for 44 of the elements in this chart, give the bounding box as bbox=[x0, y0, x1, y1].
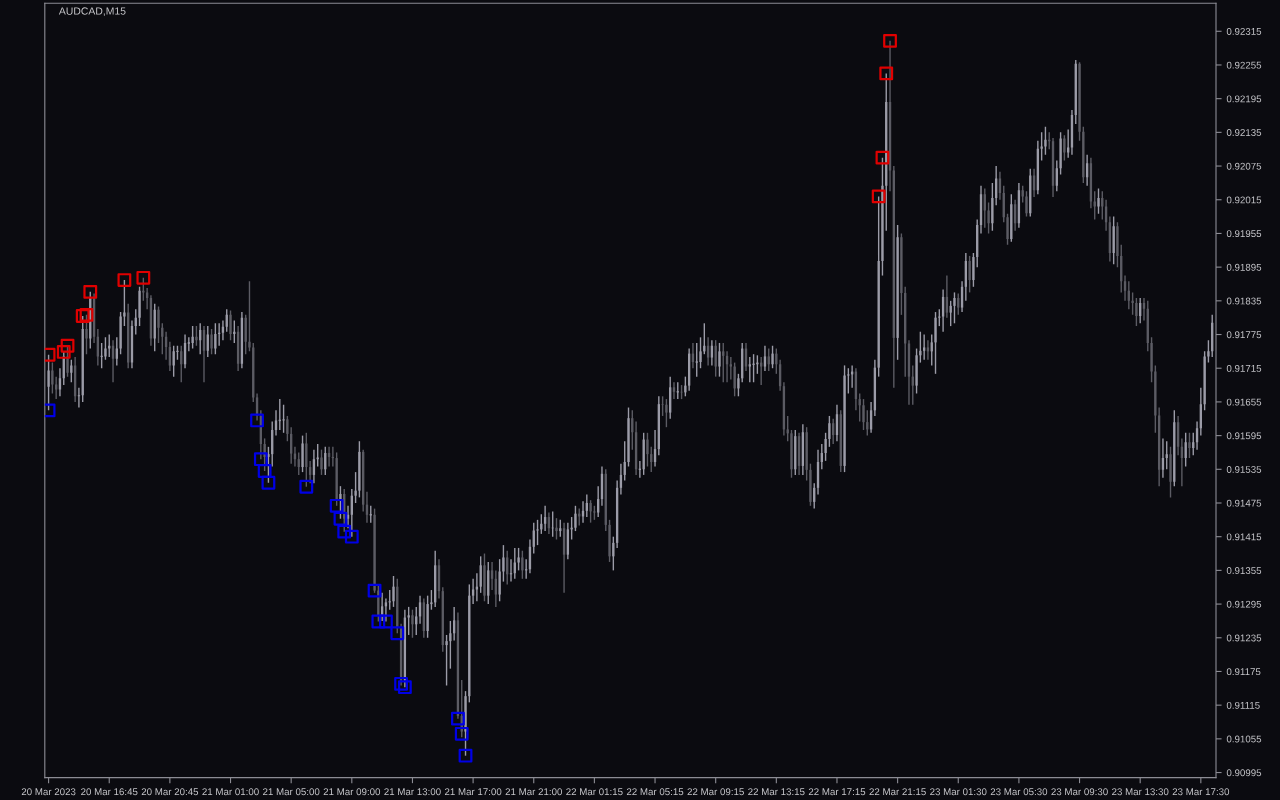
y-tick-label: 0.91955 bbox=[1226, 230, 1262, 238]
x-tick-label: 21 Mar 01:00 bbox=[202, 788, 259, 796]
y-tick-label: 0.91295 bbox=[1226, 600, 1262, 608]
x-tick-label: 22 Mar 05:15 bbox=[626, 788, 684, 796]
y-tick-label: 0.91055 bbox=[1226, 735, 1262, 743]
y-tick-label: 0.92075 bbox=[1226, 162, 1262, 170]
y-tick-label: 0.91535 bbox=[1226, 466, 1262, 473]
y-tick-label: 0.91595 bbox=[1226, 432, 1262, 440]
y-tick-label: 0.91715 bbox=[1226, 364, 1262, 372]
y-tick-label: 0.92315 bbox=[1226, 28, 1262, 35]
x-tick-label: 23 Mar 13:30 bbox=[1112, 788, 1169, 796]
x-tick-label: 23 Mar 05:30 bbox=[990, 788, 1048, 796]
chart-title: AUDCAD,M15 bbox=[58, 7, 126, 16]
y-tick-label: 0.92195 bbox=[1226, 95, 1262, 103]
x-tick-label: 23 Mar 09:30 bbox=[1051, 788, 1108, 796]
x-tick-label: 22 Mar 21:15 bbox=[869, 788, 926, 796]
y-tick-label: 0.91355 bbox=[1226, 567, 1262, 574]
x-tick-label: 22 Mar 13:15 bbox=[748, 788, 805, 796]
y-tick-label: 0.91475 bbox=[1226, 499, 1262, 507]
x-tick-label: 20 Mar 20:45 bbox=[141, 788, 199, 796]
y-tick-label: 0.91415 bbox=[1226, 533, 1262, 541]
x-tick-label: 22 Mar 01:15 bbox=[566, 788, 623, 796]
y-tick-label: 0.90995 bbox=[1226, 769, 1262, 777]
x-tick-label: 21 Mar 21:00 bbox=[505, 788, 563, 796]
x-tick-label: 22 Mar 09:15 bbox=[687, 788, 744, 796]
y-tick-label: 0.91895 bbox=[1226, 263, 1262, 271]
x-tick-label: 23 Mar 17:30 bbox=[1172, 788, 1230, 796]
y-tick-label: 0.91175 bbox=[1226, 668, 1261, 676]
x-tick-label: 21 Mar 09:00 bbox=[323, 788, 381, 796]
y-tick-label: 0.92135 bbox=[1226, 129, 1262, 136]
y-tick-label: 0.91835 bbox=[1226, 297, 1262, 305]
x-tick-label: 21 Mar 17:00 bbox=[444, 788, 502, 796]
y-tick-label: 0.91775 bbox=[1226, 331, 1262, 339]
y-tick-label: 0.92255 bbox=[1226, 61, 1262, 69]
x-tick-label: 22 Mar 17:15 bbox=[808, 788, 866, 796]
x-tick-label: 21 Mar 05:00 bbox=[263, 788, 320, 796]
y-tick-label: 0.92015 bbox=[1226, 196, 1262, 204]
x-tick-label: 20 Mar 2023 bbox=[21, 788, 76, 796]
x-tick-label: 23 Mar 01:30 bbox=[930, 788, 987, 796]
y-tick-label: 0.91235 bbox=[1226, 634, 1262, 642]
x-tick-label: 21 Mar 13:00 bbox=[384, 788, 441, 796]
y-tick-label: 0.91115 bbox=[1226, 701, 1260, 709]
x-tick-label: 20 Mar 16:45 bbox=[81, 788, 138, 796]
y-tick-label: 0.91655 bbox=[1226, 398, 1262, 406]
